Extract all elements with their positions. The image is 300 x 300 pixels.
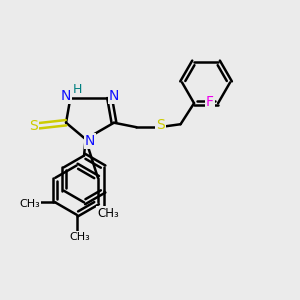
Text: S: S	[156, 118, 165, 132]
Text: F: F	[206, 95, 214, 109]
Text: N: N	[61, 89, 71, 103]
Text: CH₃: CH₃	[69, 232, 90, 242]
Text: H: H	[72, 83, 82, 96]
Text: CH₃: CH₃	[97, 207, 119, 220]
Text: CH₃: CH₃	[20, 199, 40, 209]
Text: N: N	[85, 134, 95, 148]
Text: N: N	[109, 89, 119, 103]
Text: S: S	[29, 119, 38, 133]
